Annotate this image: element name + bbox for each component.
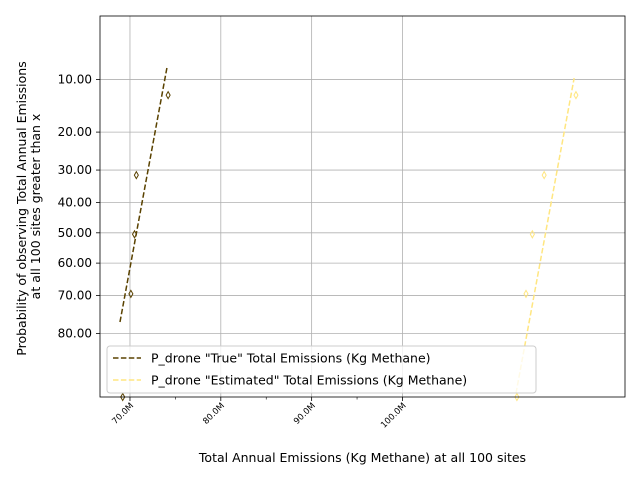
- series-2-point: [523, 289, 529, 299]
- series-1-point: [133, 170, 139, 180]
- y-tick-label: 30.00: [58, 163, 92, 177]
- y-tick-label: 70.00: [58, 289, 92, 303]
- x-tick-label: 80.0M: [201, 401, 227, 427]
- series-2-fit-line: [515, 77, 575, 394]
- series-2-point: [514, 392, 520, 402]
- y-axis-label: Probability of observing Total Annual Em…: [14, 57, 43, 355]
- series-2-point: [541, 170, 547, 180]
- series-layer: [119, 66, 579, 402]
- y-axis-label-line-1: Probability of observing Total Annual Em…: [14, 61, 29, 355]
- series-1-point: [165, 90, 171, 100]
- x-tick-label: 90.0M: [292, 401, 318, 427]
- y-tick-label: 80.00: [58, 327, 92, 341]
- legend-label-1: P_drone "True" Total Emissions (Kg Metha…: [151, 351, 431, 366]
- x-tick-label: 70.0M: [110, 401, 136, 427]
- y-tick-label: 50.00: [58, 226, 92, 240]
- y-tick-label: 10.00: [58, 72, 92, 86]
- series-1-point: [120, 392, 126, 402]
- series-2: [514, 77, 579, 402]
- legend-label-2: P_drone "Estimated" Total Emissions (Kg …: [151, 373, 467, 388]
- legend: P_drone "True" Total Emissions (Kg Metha…: [106, 345, 537, 394]
- x-axis-label: Total Annual Emissions (Kg Methane) at a…: [198, 450, 526, 465]
- plot-frame: [99, 15, 626, 398]
- y-tick-label: 20.00: [58, 125, 92, 139]
- series-2-point: [529, 229, 535, 239]
- series-2-point: [573, 90, 579, 100]
- legend-box: [106, 345, 537, 394]
- series-1: [119, 66, 171, 402]
- series-1-point: [131, 229, 138, 239]
- y-axis-label-line-2: at all 100 sites greater than x: [28, 114, 43, 300]
- x-tick-label: 100.0M: [379, 401, 408, 430]
- grid: [100, 16, 625, 397]
- y-tick-label: 60.00: [58, 256, 92, 270]
- y-tick-label: 40.00: [58, 195, 92, 209]
- series-1-fit-line: [119, 66, 168, 323]
- series-1-point: [128, 289, 134, 299]
